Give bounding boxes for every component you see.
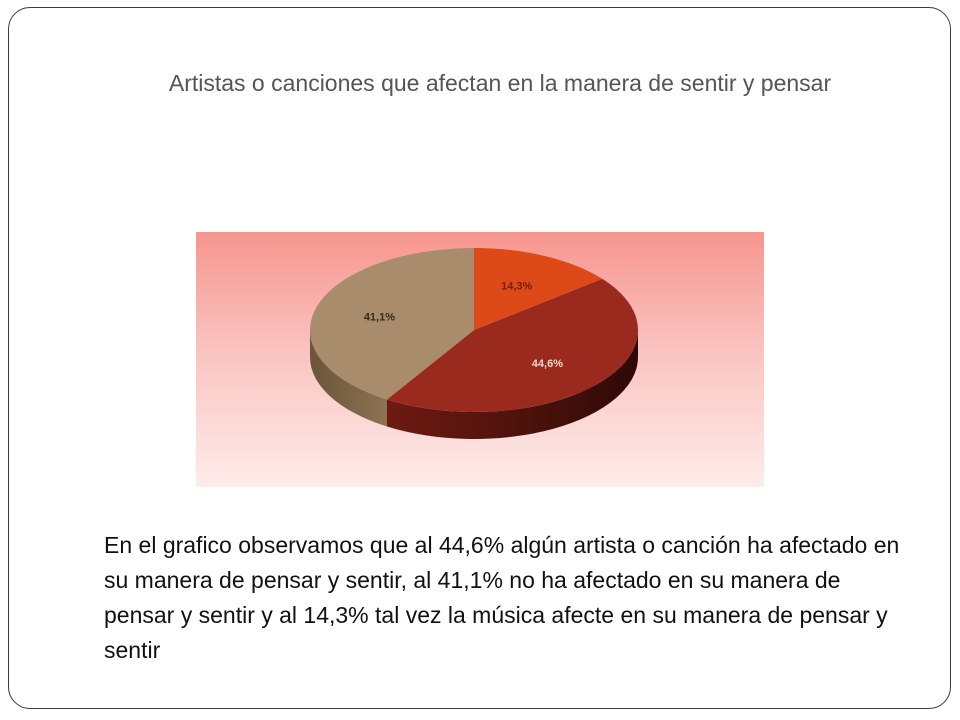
pie-slice-side-2 (386, 330, 638, 439)
pie-slice-1 (474, 248, 603, 330)
pie-data-label-2: 44,6% (532, 358, 563, 370)
pie-data-label-1: 14,3% (501, 281, 532, 293)
pie-slice-2 (386, 278, 639, 413)
chart-caption: En el grafico observamos que al 44,6% al… (104, 532, 900, 663)
pie-chart-svg: 14,3% 44,6% 41,1% (310, 248, 639, 439)
pie-slice-3 (310, 248, 474, 400)
pie-chart: 14,3% 44,6% 41,1% (196, 232, 764, 487)
pie-slice-side-3 (310, 330, 387, 427)
slide-title: Artistas o canciones que afectan en la m… (168, 70, 832, 96)
pie-data-label-3: 41,1% (364, 311, 395, 323)
